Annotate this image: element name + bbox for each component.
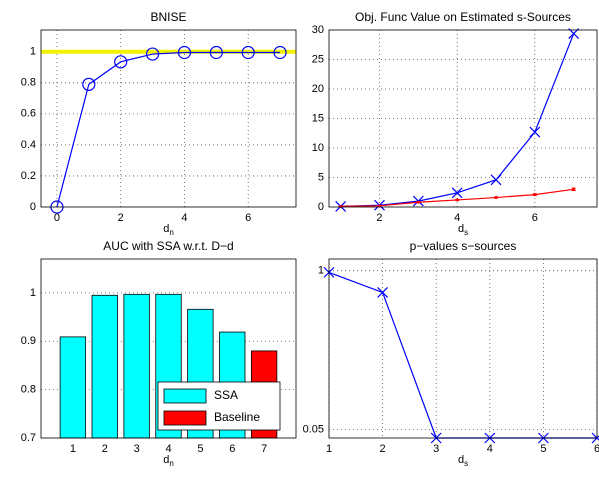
x-axis-label-sub: s — [464, 228, 468, 237]
y-tick-label: 0.8 — [21, 384, 36, 396]
x-tick-label: 2 — [118, 212, 124, 224]
chart-title: BNISE — [150, 10, 186, 24]
y-tick-label: 1 — [318, 265, 324, 277]
x-tick-label: 4 — [487, 443, 493, 455]
x-axis-label-sub: n — [169, 459, 173, 468]
x-axis-label-main: d — [163, 454, 169, 466]
y-tick-label: 20 — [312, 83, 324, 95]
x-tick-label: 4 — [454, 212, 460, 224]
y-tick-label: 1 — [30, 287, 36, 299]
bar — [123, 293, 150, 439]
y-tick-label: 15 — [312, 112, 324, 124]
x-tick-label: 4 — [181, 212, 187, 224]
plot-area — [329, 259, 597, 438]
x-tick-label: 7 — [261, 443, 267, 455]
x-tick-label: 3 — [433, 443, 439, 455]
x-tick-label: 1 — [70, 443, 76, 455]
y-tick-label: 0.6 — [21, 108, 36, 120]
marker — [145, 47, 160, 61]
subplot: 0 5 10 15 20 25 30 2 4 6 Obj. Func Value on Estima… — [312, 10, 598, 237]
bar — [91, 294, 118, 439]
axes-frame — [328, 258, 598, 439]
x-tick-label: 2 — [102, 443, 108, 455]
axes-frame — [40, 258, 297, 439]
marker — [377, 287, 389, 298]
marker — [451, 187, 463, 199]
y-tick-label: 0.05 — [303, 424, 324, 436]
marker — [209, 45, 223, 60]
marker — [377, 204, 381, 208]
y-tick-label: 0.7 — [21, 432, 36, 444]
y-tick-label: 0.9 — [21, 335, 36, 347]
x-tick-label: 5 — [197, 443, 203, 455]
x-tick-label: 6 — [229, 443, 235, 455]
y-tick-label: 0.8 — [21, 77, 36, 89]
marker — [494, 196, 498, 200]
bar — [59, 336, 87, 439]
x-tick-label: 2 — [380, 443, 386, 455]
marker — [533, 193, 537, 197]
x-tick-label: 4 — [165, 443, 171, 455]
chart-title: Obj. Func Value on Estimated s-Sources — [355, 10, 571, 24]
marker — [114, 55, 128, 69]
y-tick-label: 0 — [318, 201, 324, 213]
chart-title: p−values s−sources — [410, 239, 517, 253]
axes-frame — [40, 29, 297, 208]
y-tick-label: 5 — [318, 171, 324, 183]
x-tick-label: 0 — [54, 212, 60, 224]
legend-swatch — [163, 388, 207, 404]
chart-title: AUC with SSA w.r.t. D−d — [103, 239, 233, 253]
x-axis-label: dn — [163, 223, 174, 237]
marker — [339, 204, 343, 208]
y-tick-label: 0 — [30, 201, 36, 213]
x-axis-label: ds — [458, 454, 468, 468]
marker — [490, 174, 502, 186]
y-tick-label: 0.4 — [21, 139, 36, 151]
subplot: 0 0.2 0.4 0.6 0.8 1 0 2 4 6 BNISE dn — [21, 10, 297, 237]
marker — [241, 45, 255, 60]
y-tick-label: 10 — [312, 142, 324, 154]
y-tick-label: 25 — [312, 53, 324, 65]
y-tick-label: 0.2 — [21, 170, 36, 182]
marker — [82, 77, 96, 91]
x-tick-label: 1 — [326, 443, 332, 455]
legend-label: SSA — [214, 388, 238, 402]
marker — [529, 126, 541, 138]
plot-area — [41, 30, 296, 207]
x-axis-label-main: d — [458, 454, 464, 466]
axes-frame — [328, 29, 598, 208]
x-tick-label: 3 — [134, 443, 140, 455]
marker — [416, 200, 420, 204]
marker — [273, 45, 287, 60]
y-tick-label: 30 — [312, 24, 324, 36]
marker — [572, 187, 576, 191]
marker — [455, 198, 459, 202]
legend-swatch — [163, 410, 207, 426]
x-axis-label-main: d — [163, 223, 169, 235]
x-tick-label: 5 — [540, 443, 546, 455]
x-axis-label-sub: n — [169, 228, 173, 237]
x-axis-label-sub: s — [464, 459, 468, 468]
x-tick-label: 2 — [376, 212, 382, 224]
x-axis-label: ds — [458, 223, 468, 237]
x-tick-label: 6 — [532, 212, 538, 224]
x-axis-label: dn — [163, 454, 174, 468]
x-axis-label-main: d — [458, 223, 464, 235]
subplot: 0.7 0.8 0.9 1 1 2 3 4 5 6 7 AUC with SSA w.r.t. D−d… — [21, 239, 297, 468]
marker — [177, 45, 192, 60]
x-tick-label: 6 — [245, 212, 251, 224]
x-tick-label: 6 — [594, 443, 599, 455]
y-tick-label: 1 — [30, 46, 36, 58]
legend-label: Baseline — [214, 410, 260, 424]
